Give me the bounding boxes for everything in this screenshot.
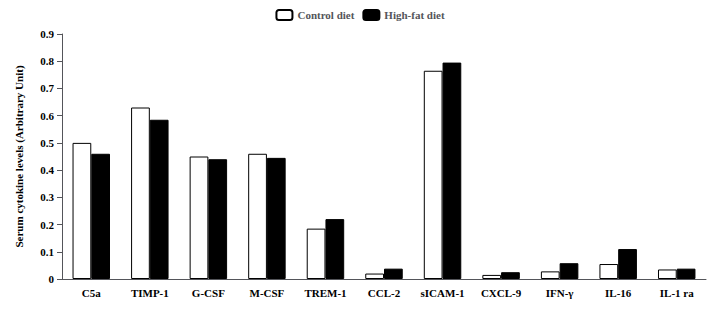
svg-text:IL-16: IL-16 [605,287,632,299]
svg-text:0.1: 0.1 [40,246,54,258]
svg-text:High-fat diet: High-fat diet [384,9,445,21]
svg-text:G-CSF: G-CSF [192,287,225,299]
svg-text:0.8: 0.8 [40,55,54,67]
svg-text:TREM-1: TREM-1 [304,287,346,299]
svg-text:0.2: 0.2 [40,219,54,231]
svg-text:0.3: 0.3 [40,191,54,203]
svg-text:TIMP-1: TIMP-1 [131,287,169,299]
svg-text:0.7: 0.7 [40,82,54,94]
svg-text:C5a: C5a [82,287,101,299]
svg-text:IFN-γ: IFN-γ [546,287,574,299]
svg-text:0.9: 0.9 [40,28,54,40]
svg-text:0.4: 0.4 [40,164,54,176]
svg-text:Control diet: Control diet [297,9,354,21]
svg-text:CXCL-9: CXCL-9 [481,287,522,299]
svg-text:sICAM-1: sICAM-1 [421,287,465,299]
svg-text:Serum cytokine levels (Arbitra: Serum cytokine levels (Arbitrary Unit) [13,65,26,247]
svg-text:M-CSF: M-CSF [249,287,284,299]
svg-text:CCL-2: CCL-2 [368,287,401,299]
svg-text:0.5: 0.5 [40,137,54,149]
svg-text:IL-1 ra: IL-1 ra [660,287,694,299]
svg-text:0: 0 [49,273,55,285]
svg-text:0.6: 0.6 [40,110,54,122]
